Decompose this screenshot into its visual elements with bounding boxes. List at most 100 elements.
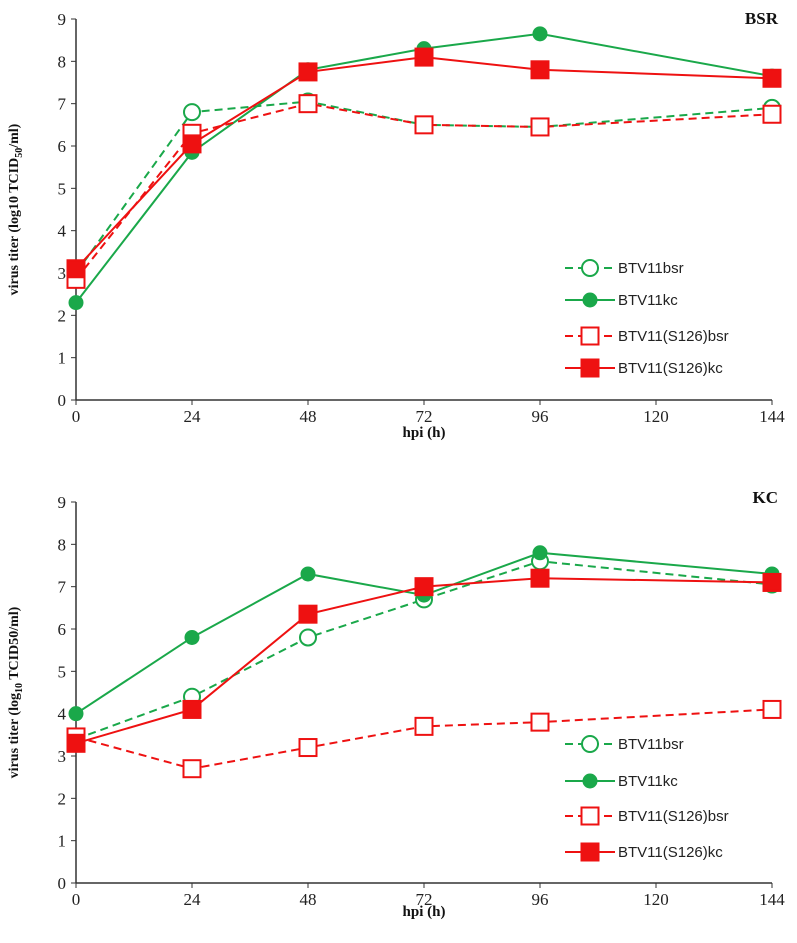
series-btv11kc: [68, 545, 780, 722]
x-tick-label: 24: [184, 407, 202, 426]
data-point: [300, 566, 316, 582]
y-tick-label: 7: [58, 95, 67, 114]
data-point: [298, 604, 318, 624]
x-tick-label: 24: [184, 890, 202, 909]
y-label-part: TCID50/ml): [7, 606, 22, 683]
y-tick-label: 8: [58, 535, 67, 554]
data-point: [530, 568, 550, 588]
y-tick-label: 8: [58, 52, 67, 71]
legend-marker: [582, 773, 598, 789]
y-tick-label: 3: [58, 747, 67, 766]
data-point: [414, 47, 434, 67]
x-tick-label: 0: [72, 407, 81, 426]
series-line: [75, 560, 773, 741]
chart-bsr: 0 1 2 3 4 5 6 7 8 9 0 24 48 72 96 120 144 BSR hpi (h) virus…: [7, 9, 785, 441]
y-tick-label: 4: [58, 222, 67, 241]
series-btv11s126bsr: [66, 94, 782, 289]
legend-label: BTV11(S126)kc: [618, 844, 723, 861]
data-point: [298, 94, 318, 114]
data-point: [762, 68, 782, 88]
series-btv11s126kc: [66, 568, 782, 753]
x-tick-label: 48: [300, 407, 317, 426]
y-tick-label: 1: [58, 832, 67, 851]
y-tick-label: 6: [58, 620, 67, 639]
chart-title: KC: [753, 488, 779, 507]
series-line: [75, 551, 773, 715]
data-point: [530, 60, 550, 80]
data-point: [532, 545, 548, 561]
data-point: [299, 628, 317, 647]
x-tick-label: 120: [643, 890, 669, 909]
legend-marker: [581, 259, 599, 277]
legend-item: BTV11bsr: [565, 735, 684, 753]
x-tick-label: 144: [759, 407, 785, 426]
data-point: [414, 577, 434, 597]
legend-label: BTV11(S126)bsr: [618, 808, 729, 825]
x-tick-label: 120: [643, 407, 669, 426]
series-line: [75, 56, 773, 270]
x-tick-label: 0: [72, 890, 81, 909]
series-line: [75, 577, 773, 745]
legend-item: BTV11(S126)bsr: [565, 806, 729, 826]
series-btv11s126kc: [66, 47, 782, 279]
y-axis-label: virus titer (log10 TCID50/ml): [7, 606, 25, 778]
x-tick-label: 96: [532, 890, 549, 909]
x-tick-label: 72: [416, 890, 433, 909]
legend-label: BTV11kc: [618, 292, 678, 309]
x-axis-label: hpi (h): [403, 904, 446, 920]
y-label-subscript: 10: [14, 683, 25, 693]
legend-item: BTV11kc: [565, 773, 678, 790]
y-tick-label: 0: [58, 391, 67, 410]
series-line: [75, 32, 773, 304]
data-point: [530, 712, 550, 732]
chart-kc: 0 1 2 3 4 5 6 7 8 9 0 24 48 72 96 120 144 KC hpi (h) virus …: [7, 488, 785, 920]
data-point: [762, 572, 782, 592]
legend-item: BTV11kc: [565, 292, 678, 309]
data-point: [184, 629, 200, 645]
y-axis-label: virus titer (log10 TCID50/ml): [7, 123, 25, 295]
y-tick-label: 6: [58, 137, 67, 156]
data-point: [298, 738, 318, 758]
data-point: [762, 104, 782, 124]
y-label-part: /ml): [7, 123, 22, 148]
data-point: [66, 259, 86, 279]
y-tick-label: 4: [58, 705, 67, 724]
y-tick-label: 5: [58, 662, 67, 681]
data-point: [183, 103, 201, 122]
data-point: [298, 62, 318, 82]
legend-marker: [580, 806, 600, 826]
series-line: [75, 708, 773, 770]
data-point: [414, 115, 434, 135]
data-point: [182, 759, 202, 779]
legend-item: BTV11(S126)bsr: [565, 326, 729, 346]
legend-label: BTV11(S126)kc: [618, 360, 723, 377]
data-point: [532, 26, 548, 42]
x-tick-label: 72: [416, 407, 433, 426]
y-tick-label: 9: [58, 493, 67, 512]
data-point: [414, 716, 434, 736]
data-point: [530, 117, 550, 137]
y-tick-label: 5: [58, 179, 67, 198]
series-line: [75, 102, 773, 280]
x-tick-label: 144: [759, 890, 785, 909]
legend-marker: [580, 358, 600, 378]
y-tick-label: 3: [58, 264, 67, 283]
legend-label: BTV11bsr: [618, 260, 684, 277]
legend-item: BTV11(S126)kc: [565, 358, 723, 378]
legend-marker: [580, 842, 600, 862]
legend-marker: [582, 292, 598, 308]
y-tick-label: 2: [58, 789, 67, 808]
y-tick-label: 0: [58, 874, 67, 893]
legend-label: BTV11bsr: [618, 736, 684, 753]
data-point: [182, 699, 202, 719]
legend-label: BTV11(S126)bsr: [618, 328, 729, 345]
data-point: [66, 733, 86, 753]
series-line: [75, 100, 773, 274]
data-point: [182, 134, 202, 154]
x-tick-label: 96: [532, 407, 549, 426]
y-tick-label: 7: [58, 578, 67, 597]
series-btv11s126bsr: [66, 699, 782, 779]
legend-item: BTV11bsr: [565, 259, 684, 277]
y-label-part: virus titer (log: [7, 693, 22, 778]
